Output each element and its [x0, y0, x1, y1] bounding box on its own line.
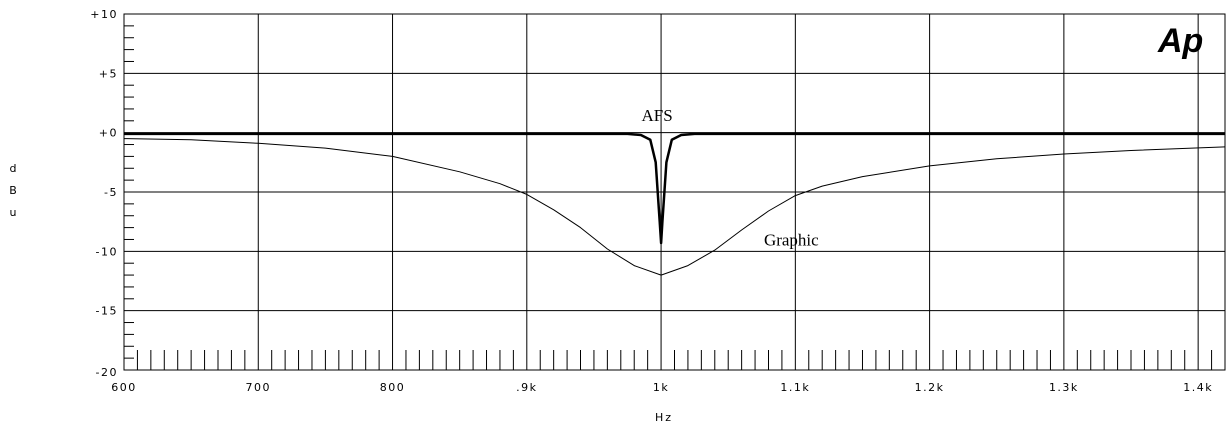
- x-tick-label: 1k: [653, 381, 669, 394]
- x-tick-labels: 600 700 800 .9k 1k 1.1k 1.2k 1.3k 1.4k: [111, 381, 1213, 394]
- annotation-label: Graphic: [764, 230, 819, 249]
- x-tick-label: .9k: [516, 381, 537, 394]
- plot-frame: [123, 13, 1226, 371]
- y-tick-label: -20: [96, 366, 118, 379]
- x-tick-label: 1.3k: [1049, 381, 1079, 394]
- y-tick-label: +5: [99, 67, 118, 80]
- x-tick-label: 1.2k: [915, 381, 945, 394]
- minor-ticks: [124, 25, 1213, 370]
- y-tick-label: +0: [99, 127, 118, 140]
- y-tick-label: -10: [96, 245, 118, 258]
- annotation-label: AFS: [641, 106, 672, 125]
- x-tick-label: 800: [380, 381, 406, 394]
- series-line-1: [124, 132, 1225, 245]
- y-tick-label: -5: [104, 186, 118, 199]
- grid-lines: [123, 13, 1225, 371]
- x-axis-label: Hz: [655, 411, 673, 424]
- x-tick-label: 1.1k: [780, 381, 810, 394]
- y-tick-label: +10: [90, 8, 118, 21]
- y-tick-labels: +10 +5 +0 -5 -10 -15 -20: [90, 8, 118, 379]
- ap-logo: Ap: [1157, 22, 1203, 60]
- y-tick-label: -15: [96, 305, 118, 318]
- y-axis-label-char: u: [10, 206, 19, 219]
- x-tick-label: 1.4k: [1183, 381, 1213, 394]
- annotations: AFS Graphic: [641, 106, 819, 250]
- y-axis-label: dBu: [9, 162, 19, 219]
- x-tick-label: 600: [111, 381, 137, 394]
- x-tick-label: 700: [246, 381, 272, 394]
- y-axis-label-char: d: [10, 162, 19, 175]
- series-line-2: [123, 138, 1226, 276]
- series-layer: [123, 132, 1226, 276]
- y-axis-label-char: B: [9, 184, 19, 197]
